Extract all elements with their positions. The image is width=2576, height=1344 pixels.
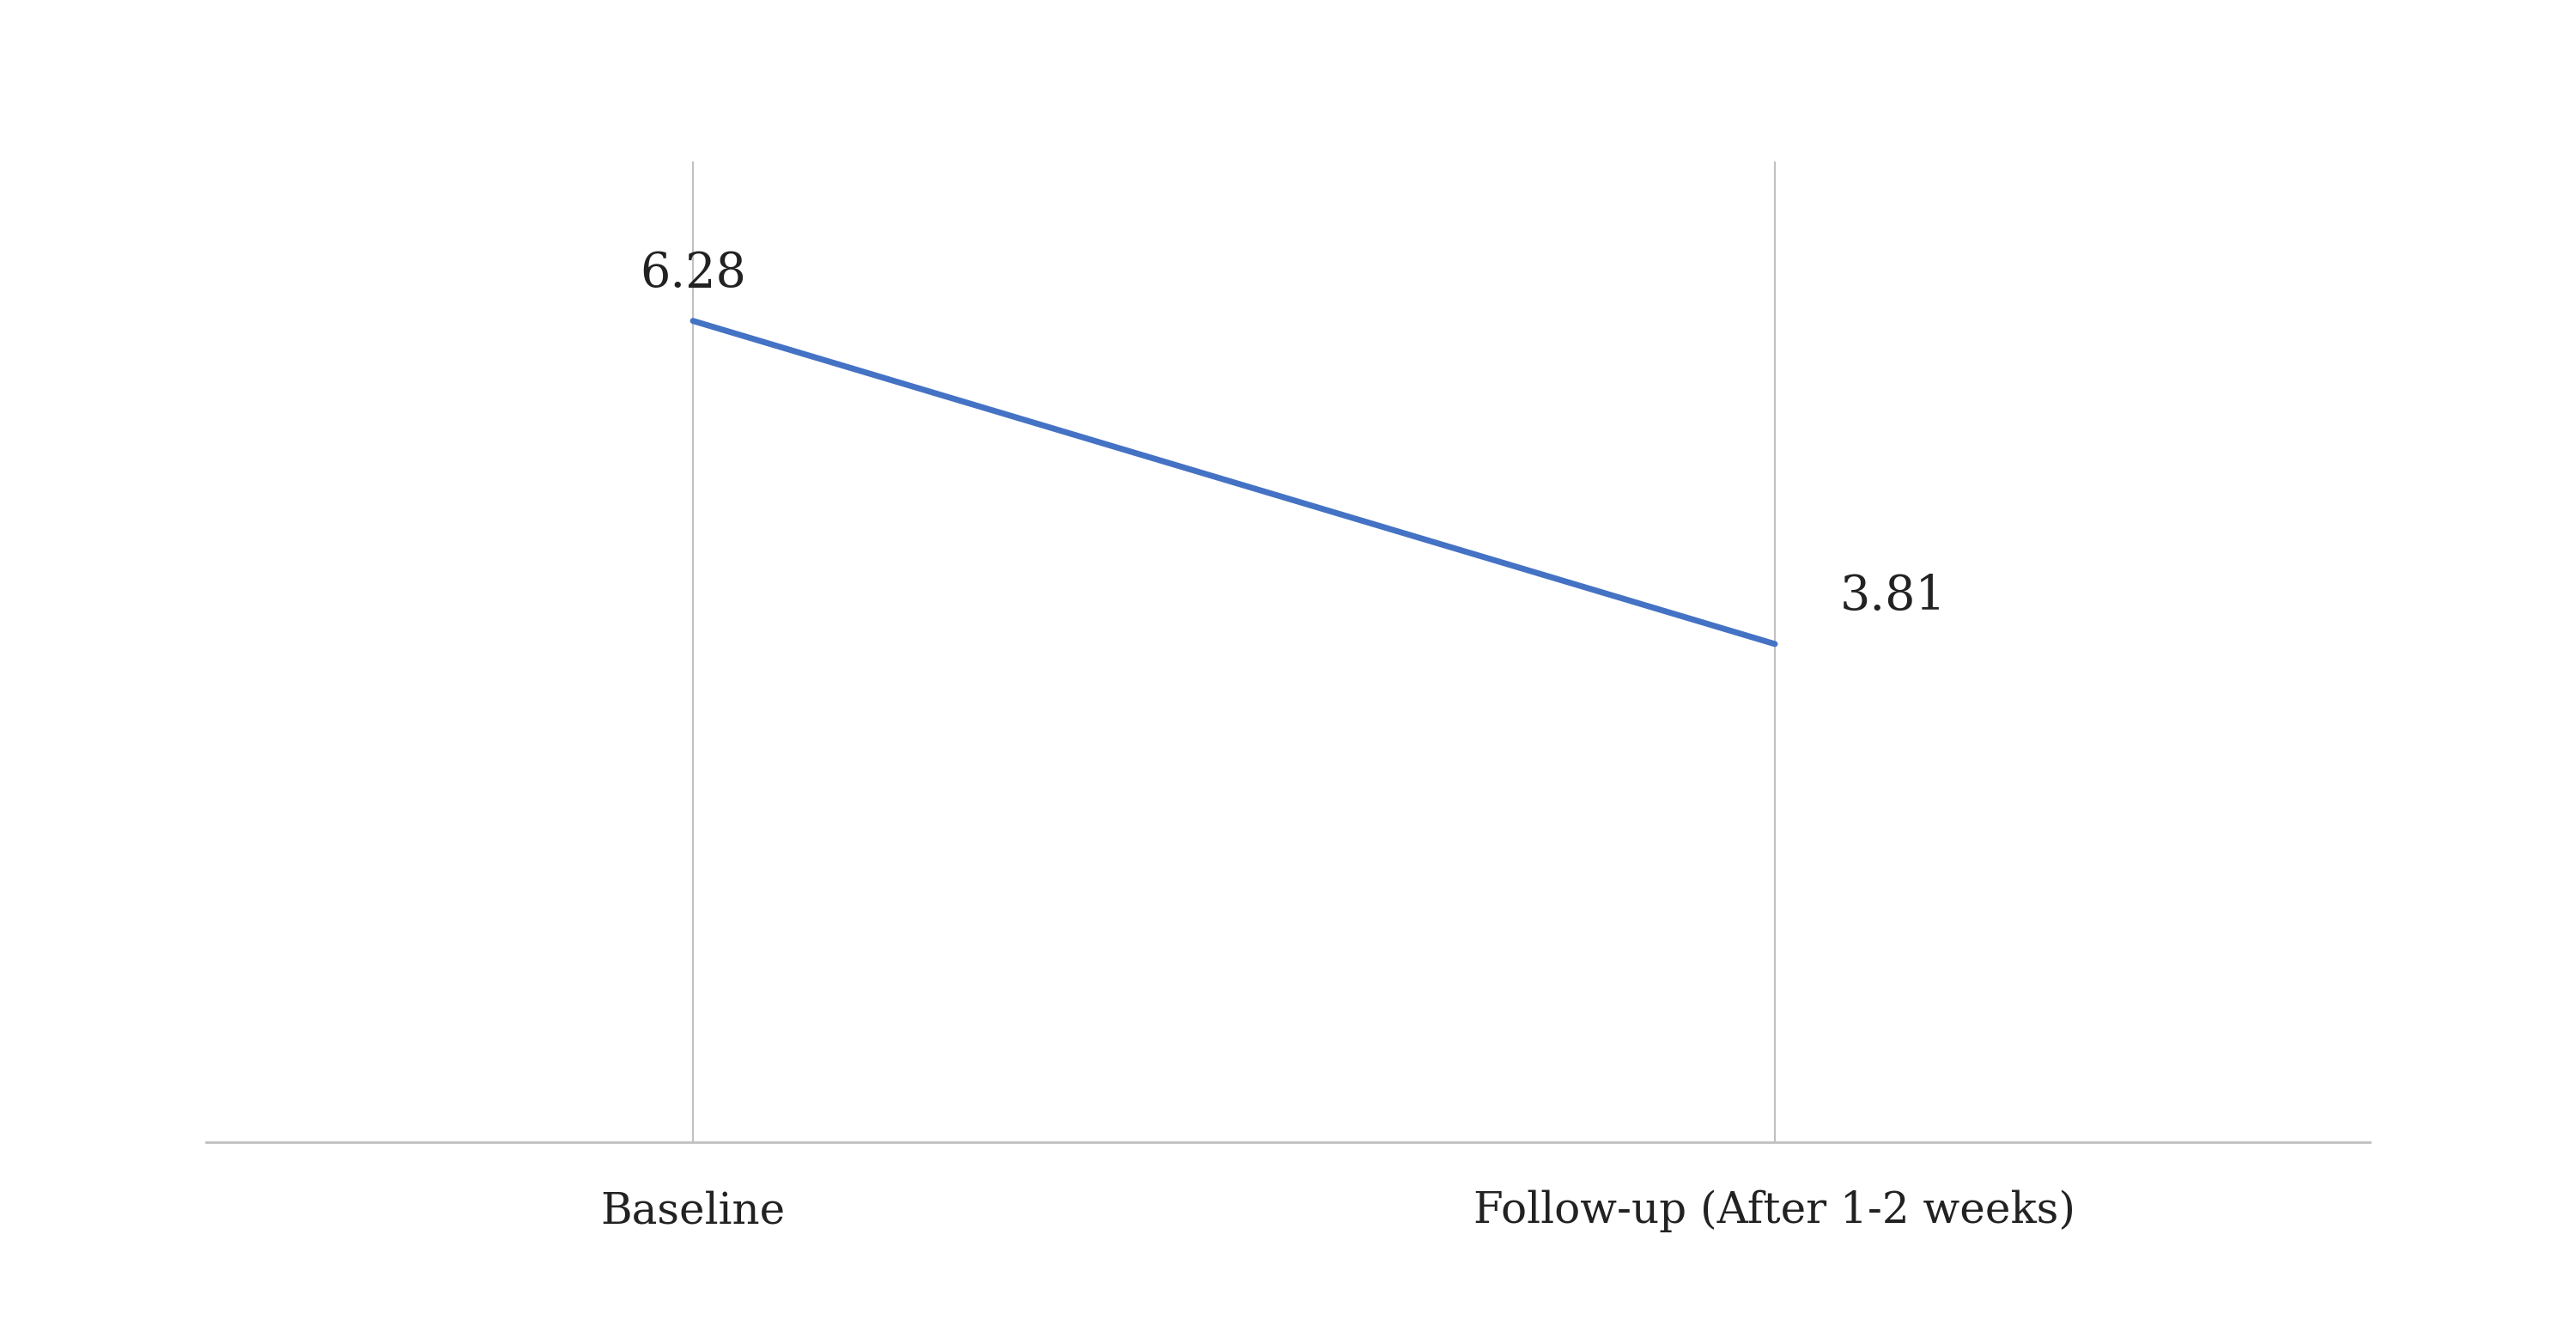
Text: 3.81: 3.81	[1839, 574, 1945, 621]
Text: 6.28: 6.28	[639, 250, 747, 297]
